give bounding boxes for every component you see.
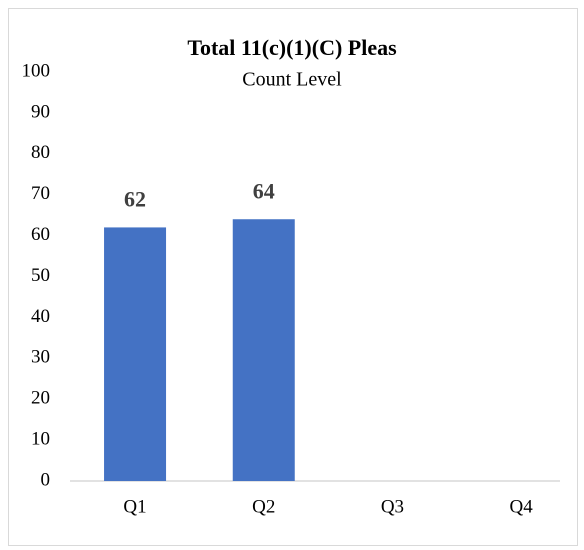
chart-title: Total 11(c)(1)(C) Pleas — [187, 35, 397, 60]
bar — [232, 219, 295, 482]
y-tick-label: 10 — [31, 428, 50, 449]
x-tick-label: Q1 — [123, 496, 146, 517]
y-tick-label: 50 — [31, 265, 50, 286]
data-label: 64 — [253, 178, 275, 203]
x-tick-label: Q3 — [381, 496, 404, 517]
y-tick-label: 0 — [41, 469, 51, 490]
y-tick-label: 80 — [31, 142, 50, 163]
chart-subtitle: Count Level — [242, 69, 342, 91]
y-tick-label: 30 — [31, 347, 50, 368]
y-tick-label: 100 — [22, 60, 51, 81]
y-tick-label: 90 — [31, 101, 50, 122]
bar — [104, 227, 167, 481]
y-tick-label: 20 — [31, 388, 50, 409]
y-tick-label: 40 — [31, 306, 50, 327]
x-tick-label: Q2 — [252, 496, 275, 517]
data-label: 62 — [124, 186, 146, 211]
y-tick-label: 60 — [31, 224, 50, 245]
y-tick-label: 70 — [31, 183, 50, 204]
x-tick-label: Q4 — [510, 496, 534, 517]
